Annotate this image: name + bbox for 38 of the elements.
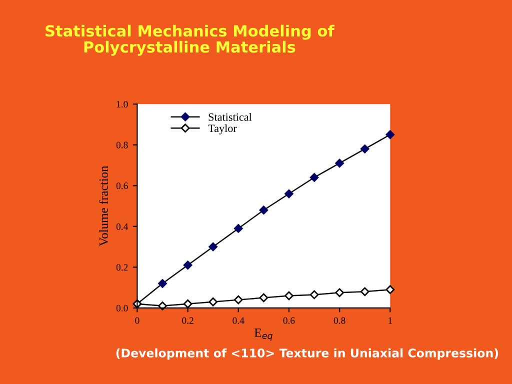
point bbox=[386, 285, 395, 294]
y-tick-label: 0.4 bbox=[116, 223, 128, 230]
point bbox=[284, 189, 294, 198]
legend-label: Taylor bbox=[208, 124, 237, 134]
x-tick-label: 1 bbox=[388, 317, 392, 324]
point bbox=[158, 302, 167, 310]
y-tick-label: 0.6 bbox=[116, 182, 128, 190]
y-tick-label: 0.8 bbox=[116, 142, 128, 148]
point bbox=[259, 206, 268, 215]
point bbox=[208, 242, 218, 252]
point bbox=[360, 144, 370, 154]
point bbox=[234, 295, 243, 304]
point bbox=[386, 130, 395, 140]
legend-label: Statistical bbox=[208, 113, 252, 121]
x-axis-title: E$_{eq}$ bbox=[254, 328, 272, 341]
x-tick-label: 0.6 bbox=[283, 317, 295, 324]
point bbox=[360, 287, 370, 296]
y-tick-label: 0.2 bbox=[116, 264, 128, 271]
y-tick-label: 0.0 bbox=[116, 304, 128, 312]
text: (Development of <110> Texture in Uniaxial Compression) bbox=[116, 348, 498, 360]
point bbox=[208, 297, 218, 306]
point bbox=[335, 158, 344, 168]
point bbox=[234, 224, 243, 233]
point bbox=[183, 299, 192, 308]
y-tick-label: 1.0 bbox=[116, 100, 128, 108]
point bbox=[310, 173, 319, 182]
point bbox=[183, 260, 192, 270]
point bbox=[158, 279, 167, 288]
point bbox=[310, 290, 319, 300]
point bbox=[284, 291, 294, 300]
y-axis-title: Volume fraction bbox=[99, 166, 108, 246]
x-tick-label: 0.8 bbox=[334, 317, 346, 324]
x-tick-label: 0.2 bbox=[182, 317, 194, 324]
x-tick-label: 0 bbox=[135, 317, 140, 324]
point bbox=[259, 293, 268, 302]
point bbox=[335, 288, 344, 298]
chart-title: Statistical Mechanics Modeling of Polycrystalline Materials bbox=[46, 24, 334, 56]
x-tick-label: 0.4 bbox=[232, 317, 244, 324]
